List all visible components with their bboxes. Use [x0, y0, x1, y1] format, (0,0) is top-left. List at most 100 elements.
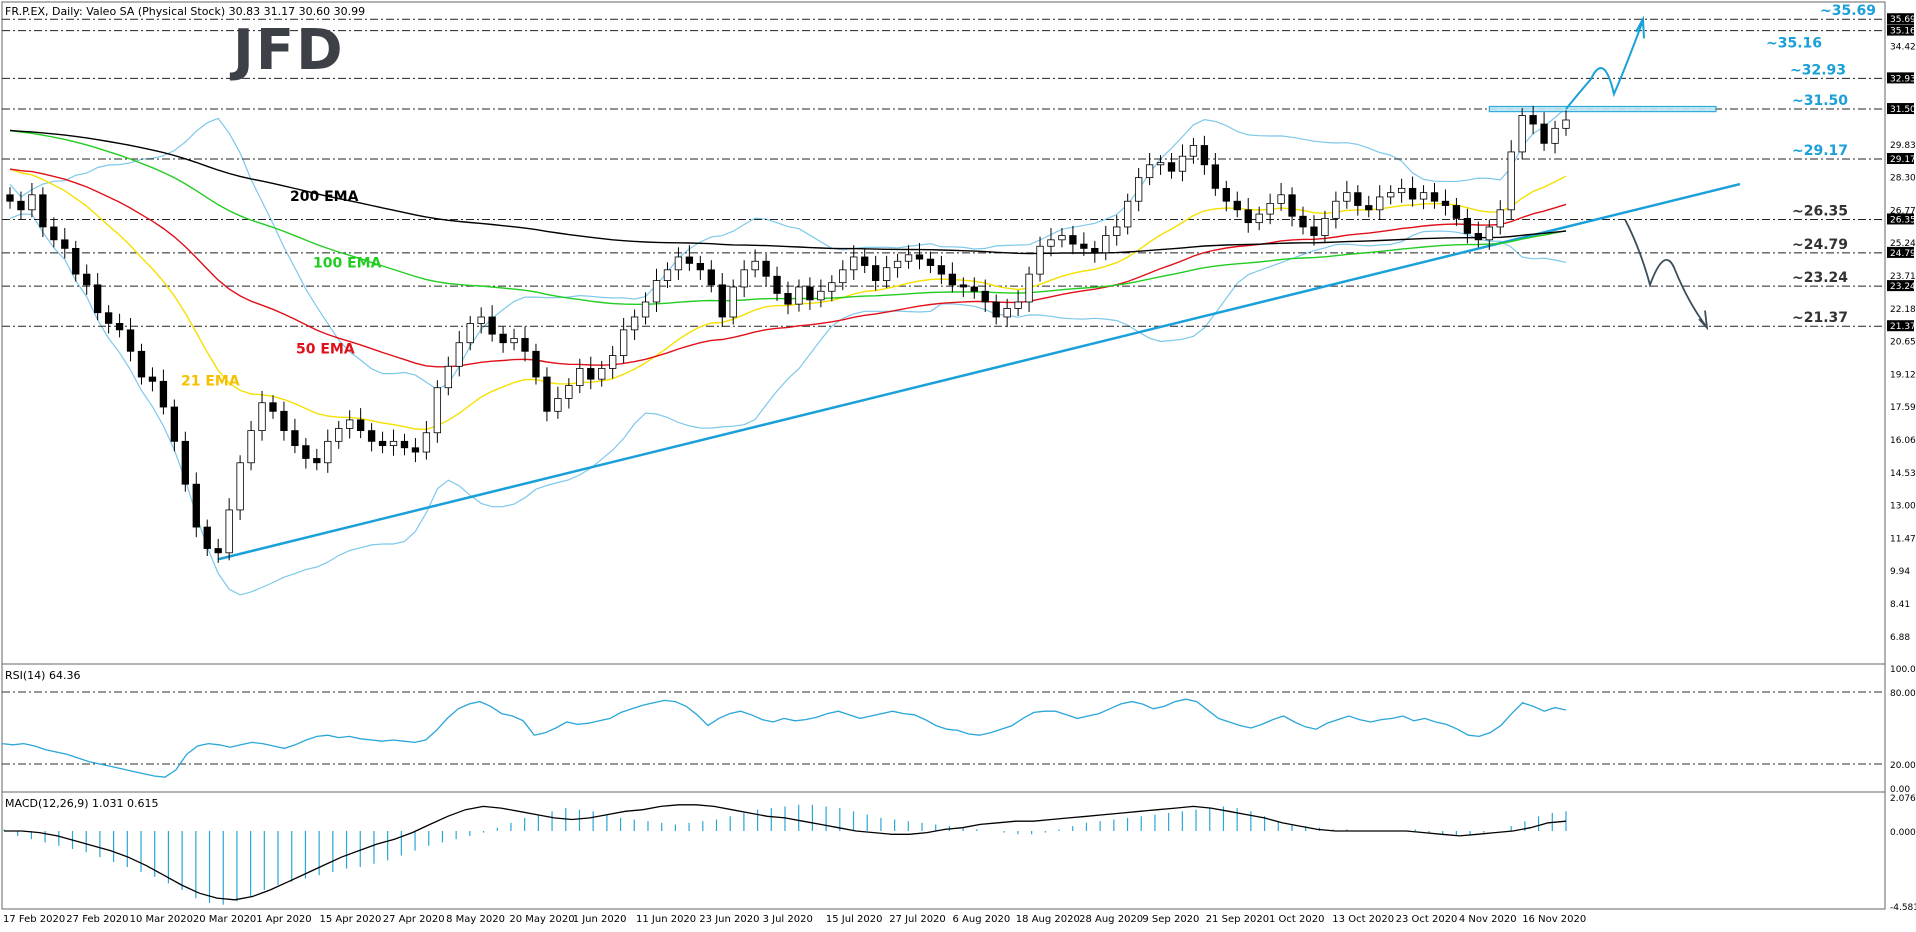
y-tick-label: 35.69 — [1890, 15, 1916, 25]
candle-body — [1025, 273, 1033, 303]
bearish-arrowhead — [1698, 310, 1709, 331]
y-tick-highlight — [1887, 72, 1914, 84]
candle-body — [433, 387, 442, 434]
x-tick-label: 21 Sep 2020 — [1206, 914, 1269, 925]
candle-body — [1376, 196, 1384, 211]
bullish-projection-arrow — [1565, 22, 1643, 110]
y-tick-label: 6.88 — [1890, 633, 1910, 643]
candle-body — [1036, 245, 1044, 275]
candle-body — [203, 526, 211, 549]
candle-body — [861, 256, 869, 266]
candle-body — [882, 267, 891, 281]
x-tick-label: 28 Aug 2020 — [1079, 914, 1143, 925]
candle-body — [1069, 235, 1077, 245]
x-tick-label: 1 Oct 2020 — [1269, 914, 1324, 925]
candle-body — [346, 419, 354, 429]
candle-body — [1277, 194, 1285, 204]
candle-body — [1419, 192, 1428, 200]
candle-body — [784, 293, 792, 305]
candle-body — [335, 428, 343, 442]
y-tick-label: 11.47 — [1890, 534, 1916, 544]
macd-title: MACD(12,26,9) 1.031 0.615 — [5, 797, 159, 810]
candle-body — [1178, 155, 1187, 172]
candle-body — [850, 256, 858, 271]
y-tick-highlight — [1887, 152, 1914, 164]
candle-body — [28, 194, 36, 211]
y-tick-label: 26.35 — [1890, 215, 1916, 225]
candle-body — [1452, 205, 1461, 219]
y-tick-label: 24.79 — [1890, 249, 1916, 259]
candle-body — [1233, 200, 1241, 211]
level-label-1: ~35.16 — [1766, 36, 1822, 52]
bollinger-lower-line — [9, 213, 1567, 596]
ema-label-2: 50 EMA — [296, 341, 355, 357]
rsi-y-tick: 20.00 — [1890, 761, 1916, 771]
x-tick-label: 16 Nov 2020 — [1522, 914, 1586, 925]
candle-body — [93, 284, 102, 314]
rsi-line — [1, 698, 1567, 778]
candle-body — [1562, 119, 1570, 129]
chart-symbol-header: FR.P.EX, Daily: Valeo SA (Physical Stock… — [5, 5, 366, 18]
level-label-0: ~35.69 — [1820, 3, 1876, 19]
y-tick-label: 28.30 — [1890, 174, 1916, 184]
x-tick-label: 11 Jun 2020 — [636, 914, 696, 925]
candle-body — [247, 430, 255, 464]
candle-body — [981, 290, 989, 303]
candle-body — [510, 338, 518, 344]
jfd-logo: JFD — [233, 18, 345, 83]
candle-body — [740, 269, 748, 288]
candle-body — [893, 260, 902, 269]
candle-body — [904, 254, 913, 262]
candle-body — [1124, 200, 1132, 228]
candle-body — [619, 329, 628, 356]
candle-body — [1496, 209, 1504, 228]
candle-body — [828, 282, 836, 292]
x-tick-label: 23 Jun 2020 — [699, 914, 759, 925]
candle-body — [1222, 187, 1230, 202]
candle-body — [1365, 205, 1373, 211]
candle-body — [159, 380, 168, 408]
level-label-8: ~21.37 — [1792, 310, 1848, 326]
y-tick-highlight — [1887, 13, 1914, 25]
candle-body — [1145, 164, 1154, 179]
candle-body — [871, 265, 880, 281]
y-tick-label: 35.16 — [1890, 27, 1916, 37]
candle-body — [1167, 162, 1176, 172]
candle-body — [762, 260, 770, 277]
candle-body — [609, 355, 617, 369]
candle-body — [1266, 202, 1274, 215]
y-tick-highlight — [1887, 280, 1914, 292]
candle-body — [652, 280, 661, 303]
candle-body — [137, 350, 146, 378]
macd-y-tick: 2.076 — [1890, 794, 1916, 804]
candle-body — [839, 269, 847, 284]
x-tick-label: 8 May 2020 — [446, 914, 505, 925]
y-tick-label: 13.00 — [1890, 502, 1916, 512]
candle-body — [1255, 213, 1263, 224]
x-tick-label: 18 Aug 2020 — [1016, 914, 1080, 925]
x-tick-label: 23 Oct 2020 — [1396, 914, 1458, 925]
candle-body — [1156, 162, 1165, 166]
candle-body — [1408, 187, 1417, 200]
level-label-7: ~23.24 — [1792, 270, 1848, 286]
candle-body — [543, 376, 551, 412]
candle-body — [1474, 232, 1483, 241]
candle-body — [1321, 217, 1329, 236]
candle-body — [6, 194, 14, 202]
candle-body — [674, 256, 683, 271]
candle-body — [1080, 243, 1088, 249]
x-tick-label: 3 Jul 2020 — [763, 914, 813, 925]
candle-body — [992, 301, 1000, 318]
ema200-line — [9, 129, 1567, 255]
y-tick-label: 25.24 — [1890, 239, 1916, 249]
candle-body — [17, 200, 25, 211]
ema-label-3: 21 EMA — [181, 374, 240, 390]
candle-body — [400, 440, 409, 449]
x-tick-label: 1 Jun 2020 — [573, 914, 627, 925]
candle-body — [39, 194, 47, 228]
y-tick-label: 22.18 — [1890, 305, 1916, 315]
y-tick-highlight — [1887, 103, 1914, 115]
candle-body — [236, 462, 244, 511]
x-tick-label: 4 Nov 2020 — [1459, 914, 1517, 925]
